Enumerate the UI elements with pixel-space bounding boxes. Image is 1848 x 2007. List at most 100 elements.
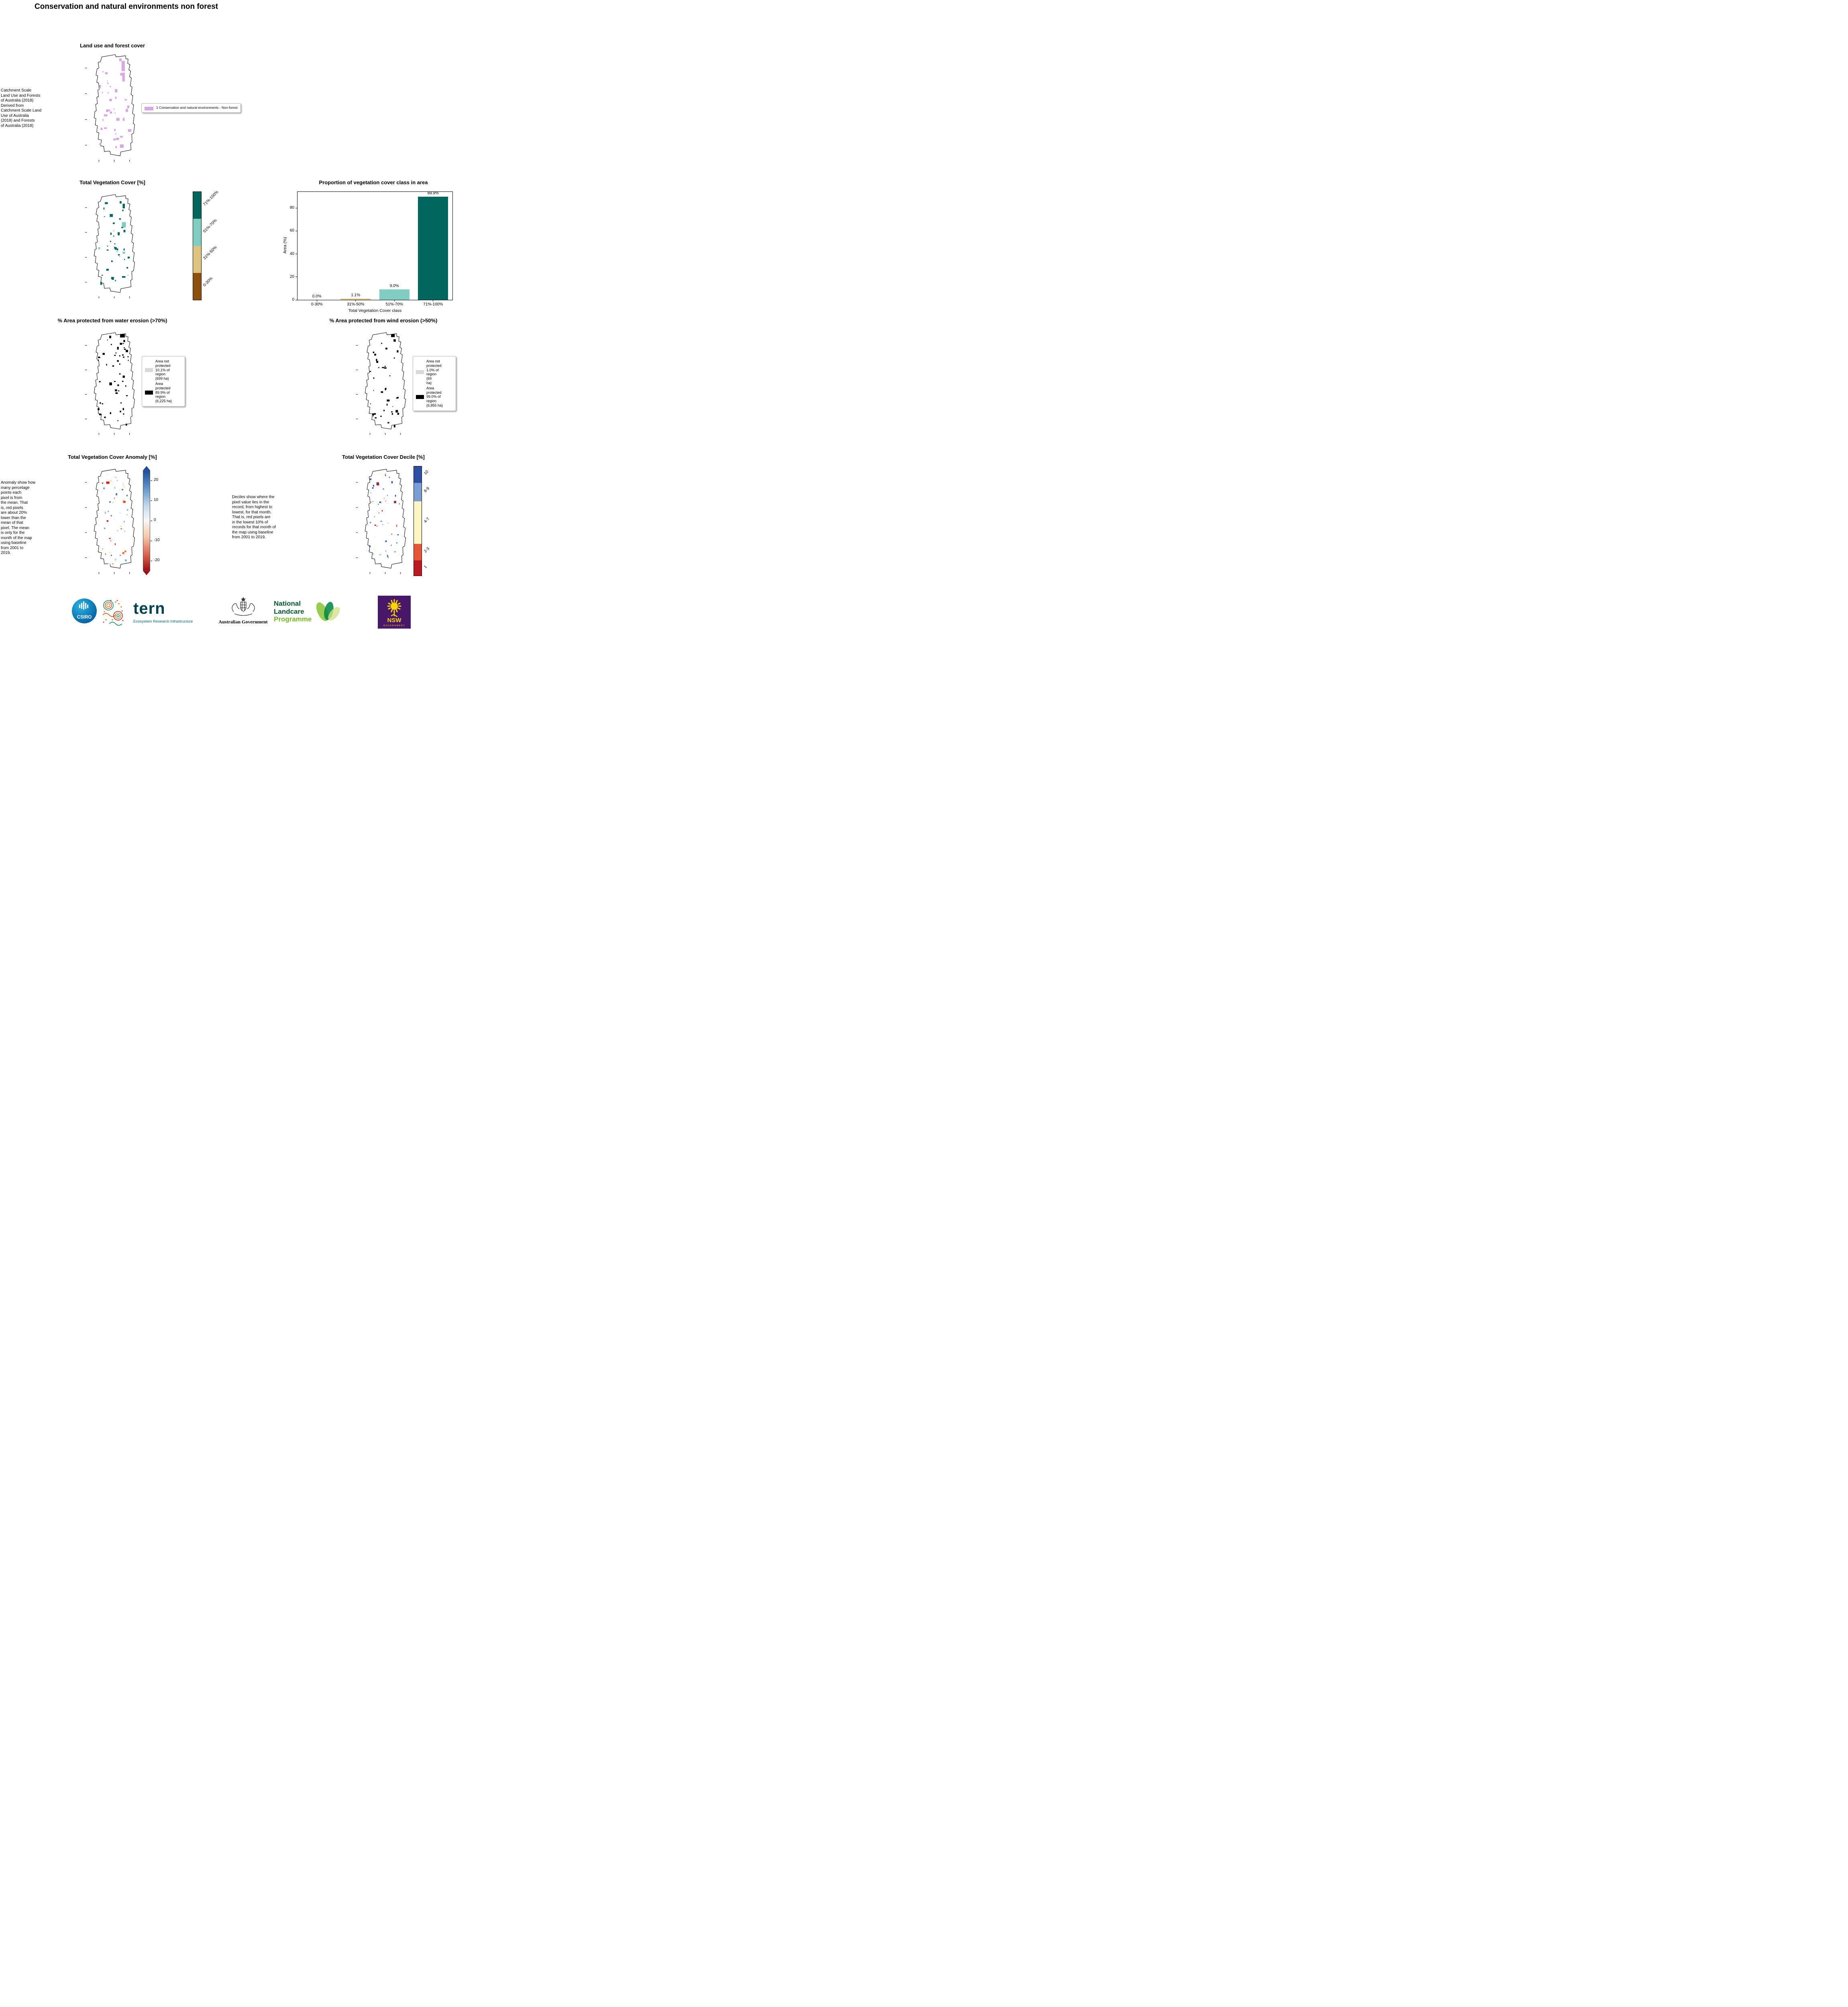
anomaly-colorbar-gradient <box>143 470 150 571</box>
map-patch <box>120 144 124 148</box>
map-patch <box>385 550 386 552</box>
map-patch <box>109 552 110 553</box>
colorbar-tick-label: 2-3 <box>423 546 431 554</box>
map-patch <box>110 540 112 541</box>
map-patch <box>115 89 118 93</box>
map-patch <box>119 355 120 356</box>
landuse-panel-title: Land use and forest cover <box>80 43 145 49</box>
map-patch <box>120 411 121 413</box>
map-patch <box>397 350 399 353</box>
legend-item: Area protected 89.9% of region (6,225 ha… <box>145 382 182 403</box>
water-erosion-map <box>84 330 141 436</box>
map-patch <box>393 339 396 342</box>
map-patch <box>101 275 103 276</box>
map-patch <box>124 348 126 350</box>
map-patch <box>115 133 116 135</box>
not-protected-swatch <box>145 368 153 372</box>
map-patch <box>385 348 387 350</box>
map-patch <box>110 240 111 242</box>
nsw-government-label: GOVERNMENT <box>383 625 405 627</box>
colorbar-tick-label: 20 <box>154 478 159 482</box>
map-patch <box>122 408 124 410</box>
map-patch <box>113 138 116 140</box>
map-patch <box>387 556 389 558</box>
map-patch <box>111 260 113 262</box>
map-patch <box>123 356 124 358</box>
map-patch <box>126 267 128 269</box>
map-patch <box>376 358 377 361</box>
map-patch <box>381 391 383 393</box>
national-landcare-programme-logo: National Landcare Programme <box>274 600 312 623</box>
map-patch <box>106 269 109 271</box>
colorbar-segment <box>193 192 201 219</box>
map-patch <box>114 543 116 545</box>
colorbar-segment <box>193 273 201 300</box>
map-patch <box>387 422 389 423</box>
landuse-map <box>84 51 141 163</box>
bar-value-label: 89.9% <box>427 191 439 195</box>
footer-logos: CSIRO tern Ecosy <box>0 594 462 634</box>
not-protected-label: Area not protected 10.1% of region (699 … <box>155 359 171 381</box>
landuse-caption: Catchment Scale Land Use and Forests of … <box>1 88 42 128</box>
map-patch <box>99 85 101 88</box>
map-patch <box>126 495 128 497</box>
map-patch <box>379 554 381 555</box>
anomaly-map <box>84 466 141 575</box>
map-patch <box>100 282 102 285</box>
map-patch <box>119 218 121 220</box>
map-patch <box>108 511 109 512</box>
map-patch <box>393 501 395 503</box>
x-axis-tick-label: 31%-50% <box>347 302 365 307</box>
map-patch <box>392 406 393 407</box>
map-patch <box>374 413 376 415</box>
map-patch <box>379 502 381 503</box>
protected-label: Area protected 89.9% of region (6,225 ha… <box>155 381 172 403</box>
map-patch <box>114 381 116 382</box>
colorbar-tick-label: -10 <box>154 538 160 542</box>
anomaly-colorbar: 20 10 0 -10 -20 <box>143 466 159 575</box>
map-patch <box>118 254 120 256</box>
decile-colorbar: 10 8-9 4-7 2-3 1 <box>414 466 430 576</box>
map-patch <box>122 276 126 278</box>
map-patch <box>110 344 112 345</box>
report-page: Conservation and natural environments no… <box>0 0 462 634</box>
map-patch <box>118 234 120 236</box>
map-patch <box>116 493 118 496</box>
map-patch <box>378 504 379 505</box>
map-patch <box>372 553 374 555</box>
map-patch <box>108 563 110 565</box>
landcare-line1: National <box>274 600 301 607</box>
map-patch <box>105 72 108 75</box>
tern-subtitle: Ecosystem Research Infrastructure <box>133 619 193 624</box>
map-patch <box>116 118 120 121</box>
region-outline <box>94 195 135 293</box>
map-patch <box>385 388 386 391</box>
map-patch <box>102 353 105 355</box>
map-patch <box>106 364 107 366</box>
map-patch <box>120 402 122 404</box>
bar-51%-70% <box>379 289 410 300</box>
map-patch <box>114 519 115 521</box>
map-patch <box>395 410 398 413</box>
map-patch <box>123 501 126 503</box>
map-patch <box>110 515 112 517</box>
wind-erosion-map <box>355 330 412 436</box>
bar-chart-xlabel: Total Vegetation Cover class <box>348 308 402 313</box>
map-patch <box>119 489 120 491</box>
region-outline <box>365 469 406 568</box>
colorbar-tick-label: 51%-70% <box>202 218 218 234</box>
map-patch <box>381 342 383 344</box>
map-patch <box>127 356 129 357</box>
y-axis-tick-label: 60 <box>289 228 294 233</box>
map-patch <box>383 409 385 411</box>
map-patch <box>102 71 104 73</box>
map-patch <box>120 73 122 76</box>
map-patch <box>117 248 118 250</box>
map-patch <box>373 390 374 391</box>
map-patch <box>113 235 114 237</box>
y-axis-tick-label: 0 <box>292 297 294 302</box>
csiro-logo-icon: CSIRO <box>72 598 97 623</box>
map-patch <box>120 528 122 529</box>
map-patch <box>386 403 388 406</box>
map-patch <box>122 500 124 501</box>
